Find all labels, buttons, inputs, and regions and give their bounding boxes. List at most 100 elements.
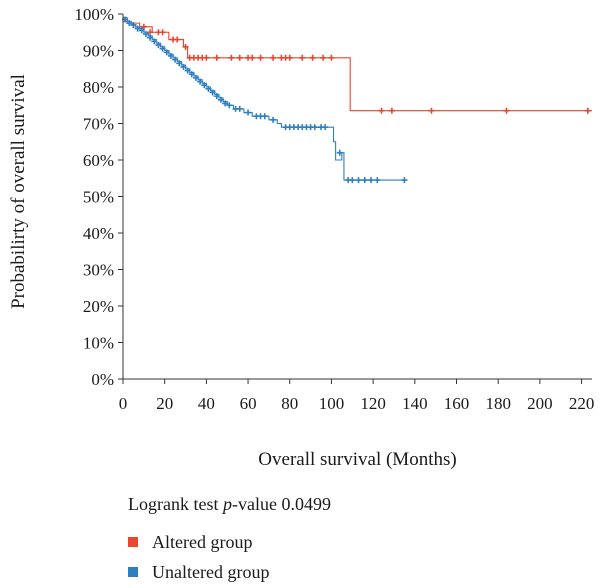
- censor-mark: [201, 82, 208, 89]
- censor-mark: [378, 107, 385, 114]
- censor-mark: [257, 54, 264, 61]
- censor-mark: [174, 36, 181, 43]
- x-tick-label: 20: [156, 394, 173, 413]
- y-tick-label: 60%: [83, 151, 114, 170]
- censor-mark: [374, 177, 381, 184]
- x-tick-label: 60: [240, 394, 257, 413]
- censor-mark: [236, 54, 243, 61]
- series-layer: [122, 16, 592, 184]
- censor-mark: [130, 21, 137, 28]
- censor-mark: [249, 54, 256, 61]
- censor-mark: [322, 124, 329, 131]
- y-tick-label: 10%: [83, 334, 114, 353]
- censor-mark: [213, 93, 220, 100]
- censor-mark: [261, 113, 268, 120]
- x-tick-label: 180: [485, 394, 511, 413]
- censor-mark: [147, 34, 154, 41]
- censor-mark: [155, 42, 162, 49]
- censor-mark: [182, 43, 189, 50]
- censor-mark: [388, 107, 395, 114]
- censor-mark: [180, 63, 187, 70]
- censor-mark: [176, 60, 183, 67]
- censor-mark: [203, 54, 210, 61]
- x-tick-label: 40: [198, 394, 215, 413]
- x-axis-title: Overall survival (Months): [258, 449, 456, 470]
- censor-mark: [205, 85, 212, 92]
- censor-mark: [355, 177, 362, 184]
- censor-mark: [286, 54, 293, 61]
- censor-mark: [309, 54, 316, 61]
- censor-mark: [184, 67, 191, 74]
- censor-mark: [213, 54, 220, 61]
- y-tick-label: 50%: [83, 188, 114, 207]
- censor-mark: [163, 49, 170, 56]
- censor-mark: [197, 78, 204, 85]
- survival-curve: [123, 17, 405, 181]
- survival-curve: [123, 20, 592, 112]
- legend: Logrank test p-value 0.0499 Altered grou…: [128, 494, 331, 587]
- censor-mark: [209, 89, 216, 96]
- censor-mark: [134, 25, 141, 32]
- x-tick-label: 160: [444, 394, 470, 413]
- censor-mark: [584, 107, 591, 114]
- censor-mark: [226, 102, 233, 109]
- legend-entry-unaltered: Unaltered group: [128, 557, 331, 587]
- x-tick-label: 120: [360, 394, 386, 413]
- y-axis-ticks: 0% 10% 20% 30% 40% 50% 60% 70% 80% 90% 100%: [74, 5, 123, 389]
- y-tick-label: 70%: [83, 115, 114, 134]
- x-tick-label: 140: [402, 394, 428, 413]
- y-tick-label: 90%: [83, 42, 114, 61]
- censor-mark: [245, 109, 252, 116]
- y-tick-label: 0%: [91, 370, 114, 389]
- x-tick-label: 80: [281, 394, 298, 413]
- pvalue-suffix: -value 0.0499: [231, 494, 331, 514]
- censor-mark: [126, 20, 133, 27]
- pvalue-italic: p: [222, 494, 232, 514]
- y-tick-label: 40%: [83, 224, 114, 243]
- series-altered: [123, 20, 592, 114]
- y-tick-label: 100%: [74, 5, 114, 24]
- legend-label-unaltered: Unaltered group: [152, 561, 270, 582]
- censor-mark: [336, 149, 343, 156]
- y-tick-label: 20%: [83, 297, 114, 316]
- censor-mark: [320, 54, 327, 61]
- censor-mark: [222, 100, 229, 107]
- legend-label-altered: Altered group: [152, 531, 253, 552]
- legend-swatch-unaltered: [128, 567, 138, 577]
- censor-mark: [503, 107, 510, 114]
- censor-mark: [349, 177, 356, 184]
- censor-mark: [428, 107, 435, 114]
- pvalue-prefix: Logrank test: [128, 494, 223, 514]
- x-tick-label: 200: [527, 394, 553, 413]
- legend-swatch-altered: [128, 537, 138, 547]
- censor-mark: [361, 177, 368, 184]
- censor-mark: [311, 124, 318, 131]
- x-tick-label: 100: [319, 394, 345, 413]
- legend-entry-altered: Altered group: [128, 527, 331, 557]
- censor-mark: [328, 54, 335, 61]
- censor-mark: [172, 56, 179, 63]
- censor-mark: [401, 177, 408, 184]
- censor-mark: [192, 74, 199, 81]
- y-axis-title: Probabilirty of overall survival: [8, 74, 29, 309]
- censor-mark: [270, 54, 277, 61]
- censor-mark: [159, 45, 166, 52]
- censor-mark: [217, 96, 224, 103]
- censor-mark: [138, 27, 145, 34]
- x-tick-label: 220: [569, 394, 595, 413]
- censor-mark: [167, 52, 174, 59]
- x-tick-label: 0: [119, 394, 128, 413]
- censor-mark: [159, 29, 166, 36]
- censor-mark: [368, 177, 375, 184]
- y-tick-label: 80%: [83, 78, 114, 97]
- y-tick-label: 30%: [83, 261, 114, 280]
- censor-mark: [299, 54, 306, 61]
- x-axis-ticks: 0 20 40 60 80 100 120 140 160 180 200 220: [119, 379, 595, 413]
- censor-mark: [228, 54, 235, 61]
- censor-mark: [188, 71, 195, 78]
- series-unaltered: [122, 16, 408, 184]
- censor-mark: [270, 116, 277, 123]
- censor-mark: [151, 38, 158, 45]
